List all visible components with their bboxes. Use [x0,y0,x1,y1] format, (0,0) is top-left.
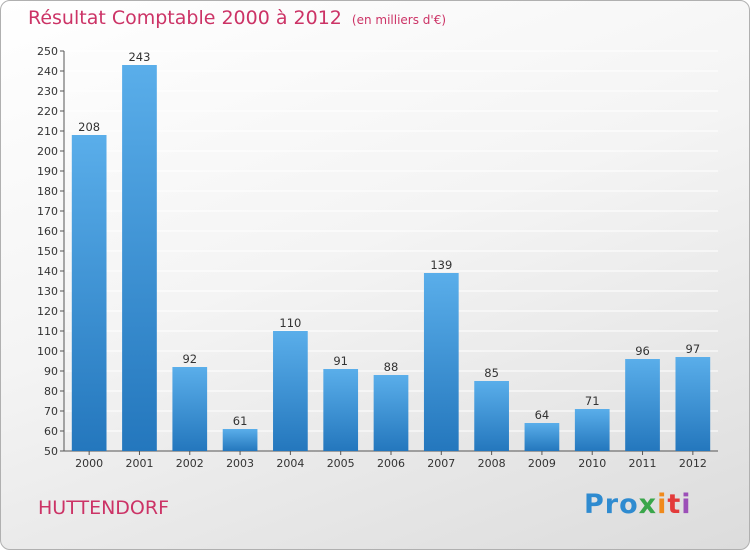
y-tick-label: 150 [37,245,58,258]
x-tick-label-2007: 2007 [427,457,455,470]
logo-letter: x [638,489,658,520]
y-tick-label: 210 [37,125,58,138]
bar-2010 [574,409,610,451]
y-tick-label: 60 [44,425,58,438]
y-tick-label: 180 [37,185,58,198]
x-tick-label-2009: 2009 [528,457,556,470]
x-tick-label-2003: 2003 [226,457,254,470]
chart-unit: (en milliers d'€) [351,13,447,27]
x-tick-label-2001: 2001 [125,457,153,470]
y-tick-label: 250 [37,45,58,58]
commune-name: HUTTENDORF [38,497,170,519]
bar-2009 [524,423,560,451]
bar-2000 [71,135,107,451]
data-label-2008: 85 [484,366,499,380]
bar-2012 [675,357,711,451]
data-label-2004: 110 [279,316,301,330]
chart-title: Résultat Comptable 2000 à 2012 (en millie… [28,7,446,29]
y-tick-label: 190 [37,165,58,178]
bar-2005 [323,369,359,451]
logo-letter: i [681,489,692,520]
y-tick-label: 80 [44,385,58,398]
logo-letter: i [657,489,668,520]
bar-2002 [172,367,208,451]
proxiti-logo: Proxiti [584,489,692,520]
y-tick-label: 160 [37,225,58,238]
y-tick-label: 240 [37,65,58,78]
bar-2004 [273,331,308,451]
logo-letter: t [667,489,682,520]
data-label-2011: 96 [635,344,650,358]
bar-2001 [122,65,157,451]
x-tick-label-2010: 2010 [578,457,606,470]
y-tick-label: 70 [44,405,58,418]
x-tick-label-2000: 2000 [75,457,103,470]
y-tick-label: 220 [37,105,58,118]
x-tick-label-2004: 2004 [276,457,304,470]
data-label-2003: 61 [233,414,248,428]
y-tick-label: 50 [44,445,58,458]
x-tick-label-2008: 2008 [478,457,506,470]
chart-title-text: Résultat Comptable 2000 à 2012 [28,7,342,29]
y-tick-label: 140 [37,265,58,278]
data-label-2000: 208 [78,120,100,134]
bars [71,65,711,451]
y-tick-label: 130 [37,285,58,298]
data-label-2002: 92 [182,352,197,366]
data-label-2009: 64 [535,408,550,422]
bar-2011 [625,359,660,451]
bar-2007 [423,273,459,451]
y-tick-label: 110 [37,325,58,338]
data-label-2001: 243 [128,50,150,64]
data-label-2006: 88 [384,360,399,374]
bar-2008 [474,381,509,451]
logo-letter: Pro [584,489,639,520]
bar-2006 [373,375,409,451]
x-tick-label-2006: 2006 [377,457,405,470]
y-tick-label: 100 [37,345,58,358]
y-tick-label: 200 [37,145,58,158]
data-label-2010: 71 [585,394,600,408]
x-tick-label-2012: 2012 [679,457,707,470]
y-tick-label: 170 [37,205,58,218]
y-tick-label: 90 [44,365,58,378]
y-tick-label: 230 [37,85,58,98]
data-label-2012: 97 [686,342,701,356]
x-tick-label-2005: 2005 [327,457,355,470]
x-tick-label-2002: 2002 [176,457,204,470]
data-label-2005: 91 [333,354,348,368]
x-tick-label-2011: 2011 [629,457,657,470]
data-label-2007: 139 [430,258,452,272]
bar-2003 [222,429,258,451]
labels: 50 60 70 80 90 100 110 120 130 140 150 160 170 180 190… [37,45,707,470]
y-tick-label: 120 [37,305,58,318]
